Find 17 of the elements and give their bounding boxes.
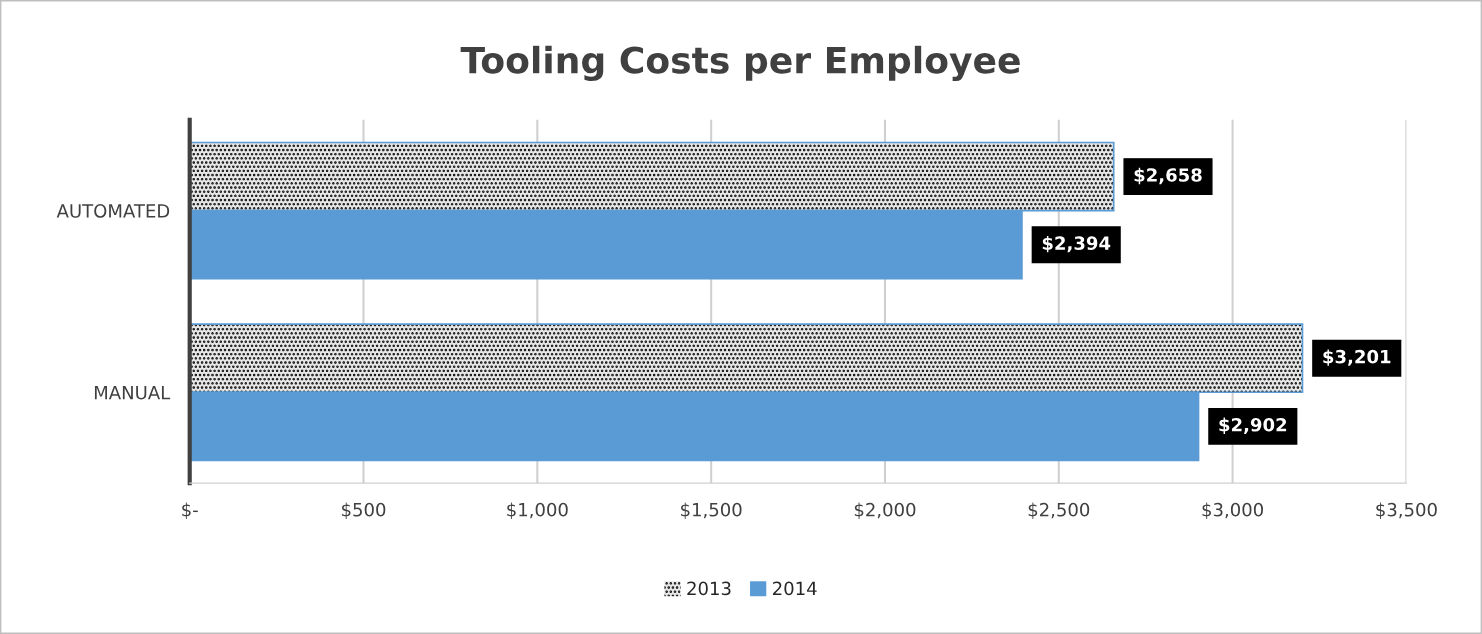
x-tick-label: $1,000 [507,502,568,519]
data-label: $2,902 [1219,417,1287,434]
y-tick-label: AUTOMATED [56,204,170,218]
x-tick-label: $2,500 [1028,502,1090,519]
x-tick-label: $3,000 [1202,502,1263,519]
legend-label: 2014 [773,581,817,596]
legend-label: 2013 [687,581,731,596]
x-tick-label: $500 [342,502,386,519]
data-label: $2,394 [1042,235,1111,253]
chart-title: Tooling Costs per Employee [460,45,1020,82]
x-tick-label: $- [182,502,198,519]
x-tick-label: $3,500 [1376,502,1437,519]
data-label: $2,658 [1134,167,1202,185]
data-label: $3,201 [1323,349,1391,366]
x-tick-label: $1,500 [681,502,742,519]
x-tick-label: $2,000 [854,502,916,519]
y-tick-label: MANUAL [94,385,171,400]
